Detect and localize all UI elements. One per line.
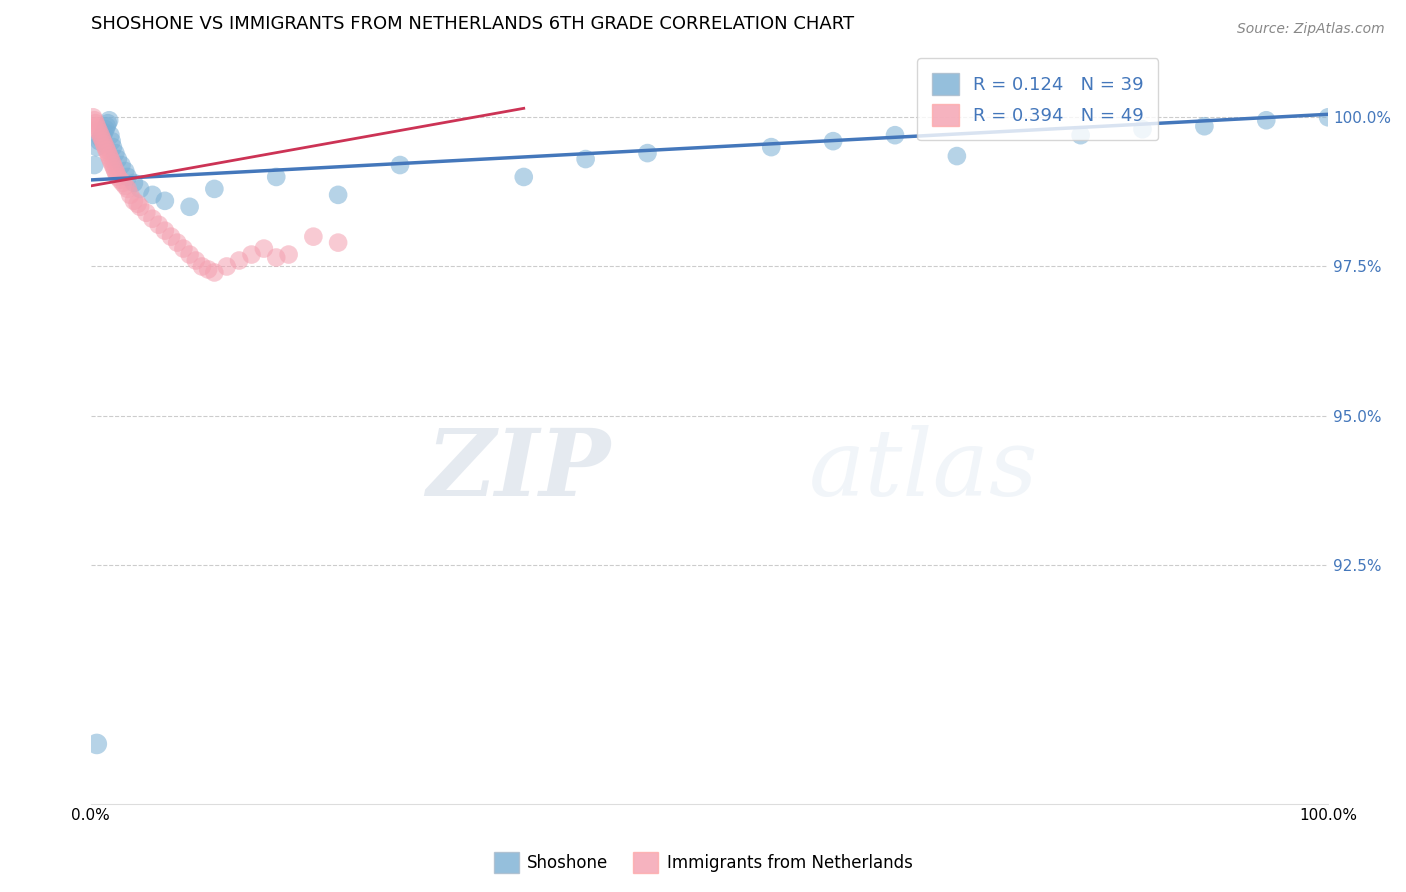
Point [179, 200, 201, 214]
Point [101, 158, 124, 172]
Point [946, 149, 969, 163]
Point [141, 211, 163, 226]
Point [94, 140, 117, 154]
Point [326, 187, 349, 202]
Point [117, 182, 139, 196]
Point [96, 143, 118, 157]
Point [141, 187, 163, 202]
Point [388, 158, 411, 172]
Point [253, 242, 276, 256]
Point [240, 247, 263, 261]
Point [153, 194, 176, 208]
Point [129, 182, 152, 196]
Point [90, 131, 112, 145]
Point [127, 197, 149, 211]
Point [110, 173, 132, 187]
Text: atlas: atlas [808, 425, 1038, 515]
Point [1317, 110, 1340, 124]
Point [184, 253, 207, 268]
Point [215, 260, 238, 274]
Point [197, 262, 219, 277]
Point [637, 146, 659, 161]
Point [228, 253, 250, 268]
Point [84, 116, 107, 130]
Point [93, 125, 115, 139]
Point [100, 155, 122, 169]
Point [823, 134, 845, 148]
Point [575, 152, 598, 166]
Point [107, 152, 129, 166]
Point [100, 128, 122, 143]
Point [202, 265, 225, 279]
Point [98, 113, 121, 128]
Point [120, 187, 142, 202]
Point [100, 152, 122, 166]
Point [122, 194, 145, 208]
Point [264, 251, 287, 265]
Point [202, 182, 225, 196]
Point [129, 200, 152, 214]
Point [83, 113, 105, 128]
Point [89, 134, 111, 148]
Point [94, 122, 117, 136]
Point [87, 122, 110, 136]
Point [86, 737, 108, 751]
Point [172, 242, 194, 256]
Point [101, 140, 124, 154]
Point [160, 229, 183, 244]
Point [89, 128, 111, 143]
Text: SHOSHONE VS IMMIGRANTS FROM NETHERLANDS 6TH GRADE CORRELATION CHART: SHOSHONE VS IMMIGRANTS FROM NETHERLANDS … [90, 15, 853, 33]
Point [98, 149, 121, 163]
Point [110, 158, 132, 172]
Point [93, 137, 115, 152]
Point [117, 169, 139, 184]
Point [97, 116, 120, 130]
Point [86, 120, 108, 134]
Point [326, 235, 349, 250]
Point [264, 169, 287, 184]
Point [179, 247, 201, 261]
Point [1256, 113, 1278, 128]
Point [1132, 122, 1154, 136]
Point [148, 218, 170, 232]
Point [107, 169, 129, 184]
Point [82, 110, 104, 124]
Point [114, 164, 136, 178]
Text: ZIP: ZIP [426, 425, 610, 515]
Point [302, 229, 325, 244]
Point [1194, 120, 1216, 134]
Point [166, 235, 188, 250]
Point [135, 206, 157, 220]
Point [884, 128, 907, 143]
Point [89, 131, 111, 145]
Point [513, 169, 536, 184]
Text: Source: ZipAtlas.com: Source: ZipAtlas.com [1237, 22, 1385, 37]
Point [191, 260, 214, 274]
Point [1070, 128, 1092, 143]
Point [277, 247, 299, 261]
Point [104, 164, 127, 178]
Point [103, 161, 125, 175]
Point [100, 134, 122, 148]
Point [96, 120, 118, 134]
Legend: Shoshone, Immigrants from Netherlands: Shoshone, Immigrants from Netherlands [486, 846, 920, 880]
Point [122, 176, 145, 190]
Point [105, 167, 128, 181]
Point [153, 224, 176, 238]
Point [114, 178, 136, 193]
Point [89, 125, 111, 139]
Legend: R = 0.124   N = 39, R = 0.394   N = 49: R = 0.124 N = 39, R = 0.394 N = 49 [917, 59, 1159, 140]
Point [91, 128, 114, 143]
Point [97, 146, 120, 161]
Point [91, 134, 114, 148]
Point [111, 176, 134, 190]
Point [86, 140, 108, 154]
Point [104, 146, 127, 161]
Point [761, 140, 783, 154]
Point [83, 158, 105, 172]
